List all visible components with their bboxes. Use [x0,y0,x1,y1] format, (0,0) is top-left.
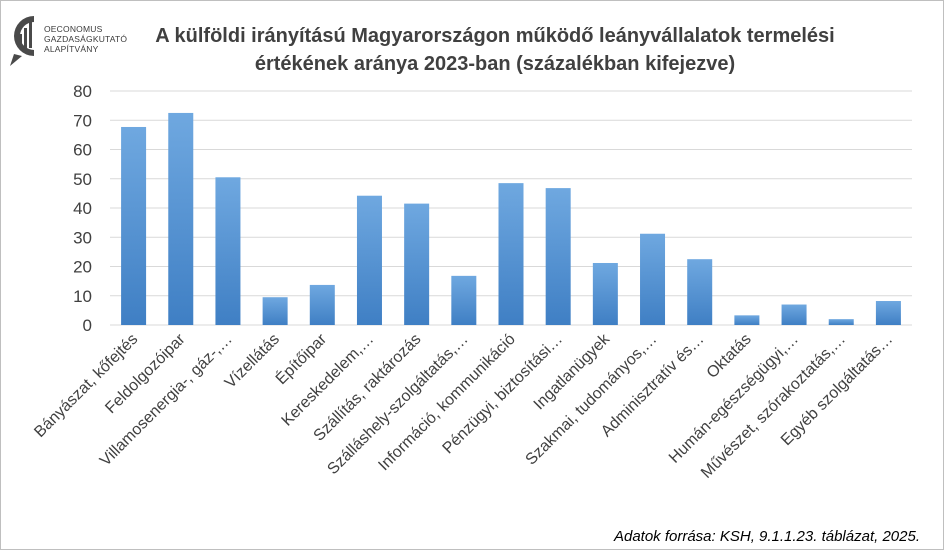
y-tick-label: 50 [73,170,92,189]
bar [781,304,807,325]
chart-title-line-2: értékének aránya 2023-ban (százalékban k… [254,53,736,75]
bar [168,112,194,325]
bars [121,112,901,325]
bar [640,233,666,325]
x-tick-label: Feldolgozóipar [102,330,189,417]
bar [356,195,382,325]
bar [309,284,335,325]
y-tick-label: 60 [73,141,92,160]
bar [451,275,477,325]
y-tick-label: 80 [73,82,92,101]
y-axis-ticks: 0 10 20 30 40 50 60 70 80 [73,82,92,335]
bar [687,259,713,325]
x-axis-labels: Bányászat, kőfejtésFeldolgozóiparVillamo… [31,329,896,482]
bar [215,177,241,325]
y-tick-label: 30 [73,228,92,247]
logo-text: OECONOMUS GAZDASÁGKUTATÓ ALAPÍTVÁNY [44,24,127,54]
logo-mark-icon [10,16,34,66]
y-tick-label: 70 [73,111,92,130]
logo-line-1: OECONOMUS [44,24,103,34]
bar [262,297,288,325]
data-source-note: Adatok forrása: KSH, 9.1.1.23. táblázat,… [613,528,920,545]
bar [404,203,430,325]
bar [875,301,901,325]
y-tick-label: 10 [73,287,92,306]
bar [828,319,854,325]
chart-title: A külföldi irányítású Magyarországon műk… [100,22,890,78]
y-tick-label: 0 [83,316,92,335]
oeconomus-logo: OECONOMUS GAZDASÁGKUTATÓ ALAPÍTVÁNY [6,10,127,70]
bar [121,126,147,325]
bar [734,315,760,325]
y-tick-label: 20 [73,258,92,277]
y-tick-label: 40 [73,199,92,218]
bar [592,262,618,325]
bar [545,188,571,325]
logo-line-2: GAZDASÁGKUTATÓ [44,34,128,44]
bar [498,183,524,325]
chart-title-line-1: A külföldi irányítású Magyarországon műk… [155,25,835,47]
logo-line-3: ALAPÍTVÁNY [44,44,99,54]
